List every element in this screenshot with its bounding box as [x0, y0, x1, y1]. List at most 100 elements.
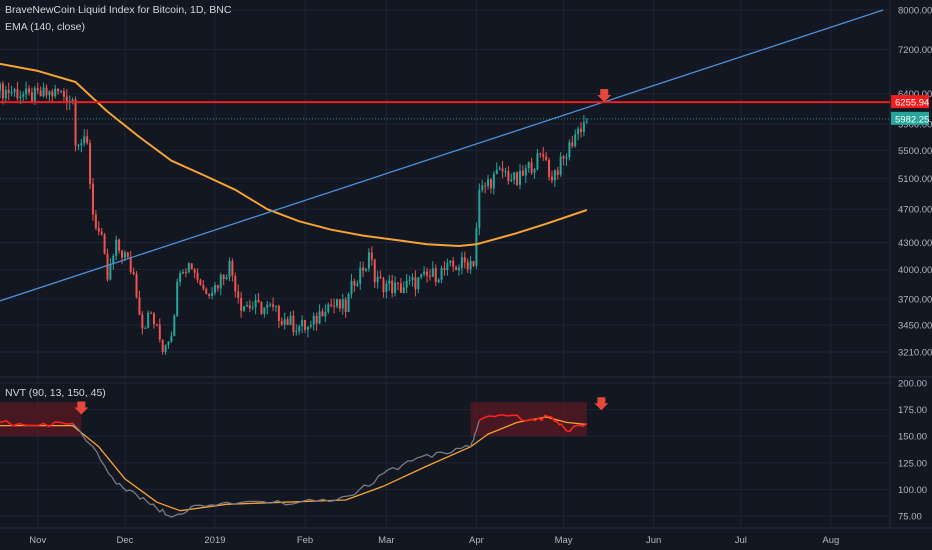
candle-body[interactable]: [315, 315, 318, 324]
candle-body[interactable]: [283, 319, 286, 325]
candle-body[interactable]: [394, 282, 397, 293]
candle-body[interactable]: [123, 252, 126, 258]
candle-body[interactable]: [513, 172, 516, 180]
candle-body[interactable]: [324, 311, 327, 317]
candle-body[interactable]: [129, 257, 132, 272]
nvt-line-segment[interactable]: [37, 421, 73, 428]
candle-body[interactable]: [362, 267, 365, 271]
candle-body[interactable]: [106, 253, 109, 280]
candle-body[interactable]: [478, 189, 481, 228]
nvt-line-segment[interactable]: [116, 482, 137, 496]
candle-body[interactable]: [550, 176, 553, 181]
candle-body[interactable]: [280, 321, 283, 325]
nvt-line-segment[interactable]: [478, 414, 503, 421]
candle-body[interactable]: [13, 89, 16, 92]
candle-body[interactable]: [521, 170, 524, 176]
candle-body[interactable]: [437, 279, 440, 283]
candle-body[interactable]: [251, 307, 254, 309]
candle-body[interactable]: [193, 269, 196, 273]
candle-body[interactable]: [333, 305, 336, 307]
candle-body[interactable]: [530, 162, 533, 173]
candle-body[interactable]: [103, 234, 106, 254]
down-arrow-icon[interactable]: [74, 401, 89, 415]
candle-body[interactable]: [211, 292, 214, 296]
candle-body[interactable]: [45, 87, 48, 96]
candle-body[interactable]: [440, 267, 443, 280]
candle-body[interactable]: [225, 277, 228, 280]
candle-body[interactable]: [501, 168, 504, 172]
candle-body[interactable]: [472, 261, 475, 266]
candle-body[interactable]: [109, 263, 112, 280]
candle-body[interactable]: [463, 257, 466, 263]
candle-body[interactable]: [155, 324, 158, 326]
candle-body[interactable]: [254, 299, 257, 308]
candle-body[interactable]: [237, 291, 240, 298]
candle-body[interactable]: [51, 91, 54, 97]
candle-body[interactable]: [318, 311, 321, 324]
candle-body[interactable]: [574, 134, 577, 147]
candle-body[interactable]: [411, 277, 414, 280]
ema-line[interactable]: [0, 62, 588, 247]
candle-body[interactable]: [202, 285, 205, 289]
candle-body[interactable]: [182, 271, 185, 274]
candle-body[interactable]: [347, 293, 350, 312]
candle-body[interactable]: [30, 92, 33, 103]
candle-body[interactable]: [365, 268, 368, 271]
candle-body[interactable]: [475, 227, 478, 266]
nvt-line-segment[interactable]: [173, 504, 195, 517]
candle-body[interactable]: [54, 88, 57, 97]
candle-body[interactable]: [516, 172, 519, 185]
candle-body[interactable]: [243, 306, 246, 311]
candle-body[interactable]: [562, 156, 565, 159]
candle-body[interactable]: [396, 282, 399, 284]
candle-body[interactable]: [423, 271, 426, 275]
candle-body[interactable]: [190, 263, 193, 270]
candle-body[interactable]: [359, 267, 362, 284]
candle-body[interactable]: [577, 128, 580, 135]
candle-body[interactable]: [199, 279, 202, 286]
candle-body[interactable]: [277, 305, 280, 322]
candle-body[interactable]: [260, 302, 263, 314]
candle-body[interactable]: [57, 88, 60, 92]
candle-body[interactable]: [170, 336, 173, 342]
candle-body[interactable]: [353, 280, 356, 286]
candle-body[interactable]: [274, 305, 277, 307]
candle-body[interactable]: [312, 315, 315, 325]
candle-body[interactable]: [379, 276, 382, 279]
candle-body[interactable]: [568, 142, 571, 158]
candle-body[interactable]: [91, 183, 94, 215]
candle-body[interactable]: [248, 305, 251, 309]
candle-body[interactable]: [16, 89, 19, 99]
candle-body[interactable]: [495, 169, 498, 175]
candle-body[interactable]: [141, 314, 144, 329]
candle-body[interactable]: [71, 99, 74, 101]
candle-body[interactable]: [231, 261, 234, 276]
candle-body[interactable]: [80, 143, 83, 146]
candle-body[interactable]: [158, 324, 161, 340]
candle-body[interactable]: [97, 228, 100, 232]
candle-body[interactable]: [330, 304, 333, 306]
candle-body[interactable]: [414, 277, 417, 290]
candle-body[interactable]: [559, 156, 562, 175]
nvt-line-segment[interactable]: [353, 472, 384, 496]
candle-body[interactable]: [219, 274, 222, 289]
candle-body[interactable]: [205, 288, 208, 294]
candle-body[interactable]: [48, 91, 51, 96]
candle-body[interactable]: [1, 83, 4, 99]
nvt-line-segment[interactable]: [194, 501, 227, 508]
candle-body[interactable]: [65, 96, 68, 103]
nvt-line-segment[interactable]: [531, 414, 552, 422]
nvt-line-segment[interactable]: [226, 500, 271, 505]
candle-body[interactable]: [176, 281, 179, 316]
candle-body[interactable]: [527, 162, 530, 169]
nvt-line-segment[interactable]: [502, 414, 532, 422]
candle-body[interactable]: [373, 259, 376, 283]
candle-body[interactable]: [245, 305, 248, 307]
candle-body[interactable]: [518, 170, 521, 185]
nvt-line-segment[interactable]: [469, 420, 480, 447]
candle-body[interactable]: [402, 287, 405, 293]
candle-body[interactable]: [150, 312, 153, 314]
candle-body[interactable]: [25, 88, 28, 95]
nvt-line-segment[interactable]: [0, 419, 38, 427]
